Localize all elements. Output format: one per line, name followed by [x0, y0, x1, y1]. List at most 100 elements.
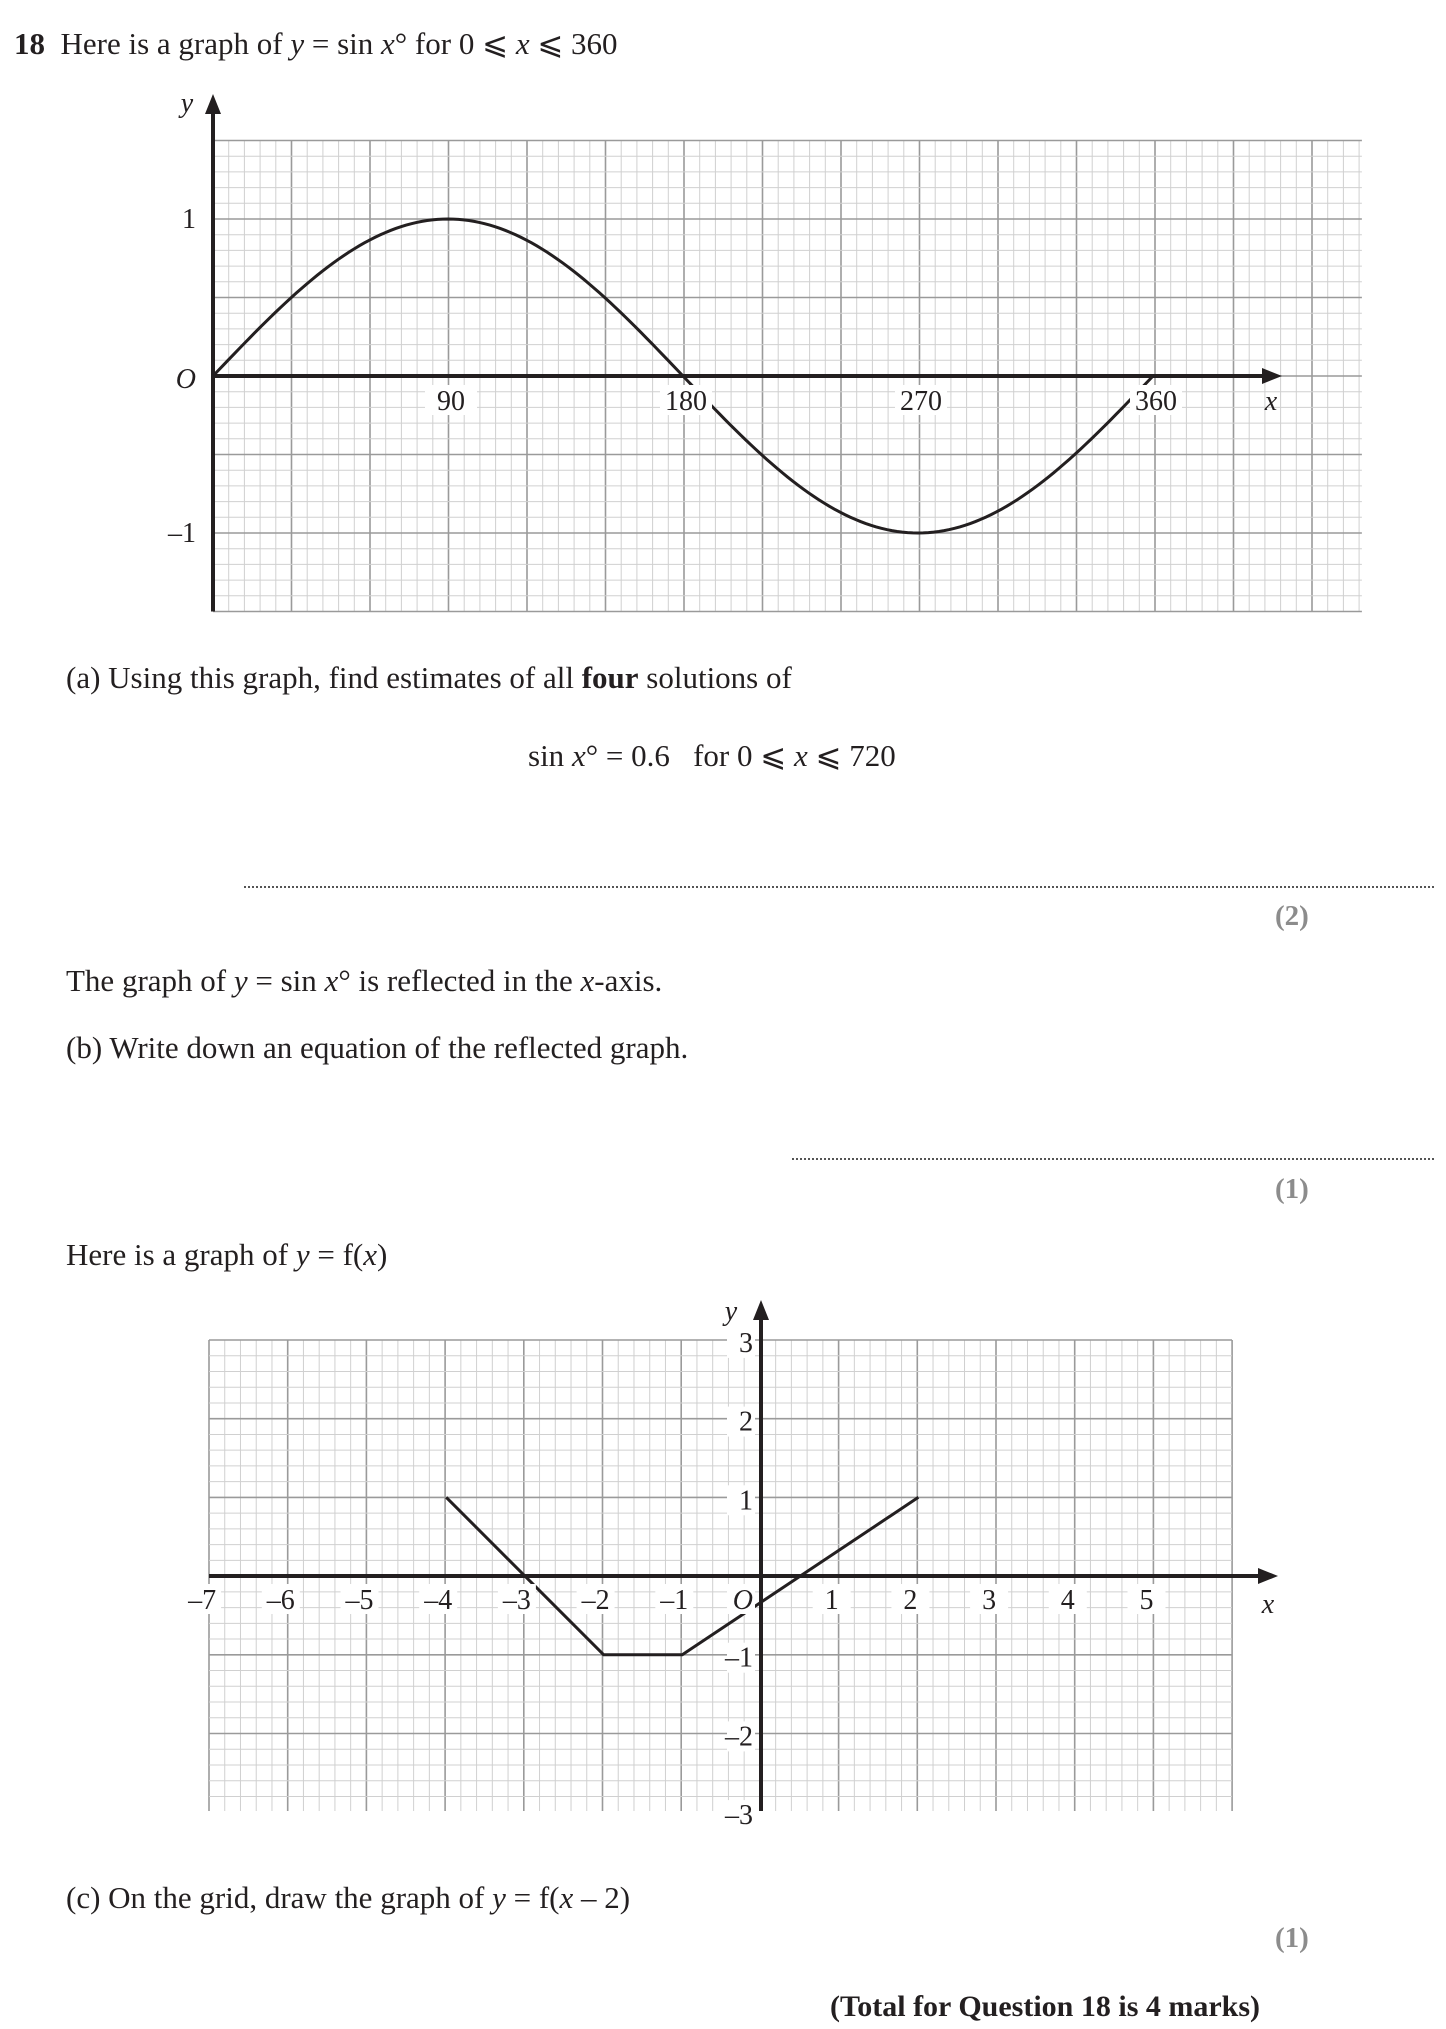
equation-text: ⩽ 720	[807, 738, 896, 773]
y-tick-label: 3	[739, 1328, 753, 1359]
fx-line	[445, 1496, 920, 1657]
fx-text: Here is a graph of	[66, 1237, 296, 1272]
y-tick-label: 1	[182, 204, 196, 235]
x-tick-label: 2	[903, 1585, 917, 1616]
reflect-text: The graph of	[66, 963, 234, 998]
fx-var-y: y	[295, 1237, 310, 1272]
tick-label-bg	[261, 1584, 300, 1614]
marks-a: (2)	[1275, 900, 1309, 932]
x-tick-label: 1	[825, 1585, 839, 1616]
x-tick-label: 270	[900, 386, 942, 417]
tick-label-bg	[970, 1584, 1009, 1614]
part-c-text: (c) On the grid, draw the graph of	[66, 1880, 493, 1915]
tick-label-bg	[727, 1642, 755, 1673]
equation-text: ° = 0.6 for 0 ⩽	[585, 738, 794, 773]
tick-label-bg	[576, 1584, 615, 1614]
tick-label-bg	[727, 1406, 755, 1437]
answer-line-b[interactable]	[792, 1158, 1434, 1160]
origin-label: O	[733, 1585, 753, 1616]
origin-label: O	[176, 364, 196, 395]
tick-label-bg	[655, 1584, 694, 1614]
x-tick-label: 5	[1140, 1585, 1154, 1616]
y-tick-label: –3	[724, 1800, 753, 1831]
part-a-equation: sin x° = 0.6 for 0 ⩽ x ⩽ 720	[528, 738, 896, 774]
part-c-question: (c) On the grid, draw the graph of y = f…	[66, 1880, 630, 1916]
intro-var-x: x	[515, 26, 530, 61]
part-a-text: (a) Using this graph, find estimates of …	[66, 660, 582, 695]
fx-graph[interactable]: –7 –6 –5 –4 –3 –2 –1 1 2 3 4 5 3 2 1 –1 –2 –3 O x y	[0, 1280, 1446, 1840]
y-axis-arrow	[753, 1300, 769, 1320]
fx-intro: Here is a graph of y = f(x)	[66, 1237, 387, 1273]
sine-graph: 90 180 270 360 1 –1 Ox y	[167, 88, 1362, 613]
tick-label-bg	[727, 1800, 755, 1831]
tick-label-bg	[727, 1721, 755, 1752]
y-axis-label: y	[178, 88, 194, 119]
reflect-text: = sin	[247, 963, 325, 998]
reflect-statement: The graph of y = sin x° is reflected in …	[66, 963, 662, 999]
intro-text: ⩽ 360	[529, 26, 618, 61]
tick-label-bg	[497, 1584, 536, 1614]
part-a-text: solutions of	[638, 660, 792, 695]
x-axis-label: x	[1264, 386, 1278, 417]
x-tick-label: –1	[659, 1585, 688, 1616]
y-axis-arrow	[205, 94, 221, 114]
reflect-var-x: x	[324, 963, 339, 998]
x-tick-label: –7	[187, 1585, 216, 1616]
x-tick-label: 180	[665, 386, 707, 417]
marks-c: (1)	[1275, 1922, 1309, 1954]
x-tick-label: –3	[502, 1585, 531, 1616]
intro-text: Here is a graph of	[60, 26, 291, 61]
reflect-var-y: y	[233, 963, 248, 998]
tick-label-bg	[891, 1584, 930, 1614]
tick-label-bg	[1130, 385, 1182, 415]
part-c-text: – 2)	[573, 1880, 631, 1915]
sine-curve	[211, 217, 1155, 535]
part-c-text: = f(	[505, 1880, 560, 1915]
fx-text: = f(	[309, 1237, 364, 1272]
part-a-question: (a) Using this graph, find estimates of …	[66, 660, 792, 696]
y-tick-label: –1	[167, 518, 196, 549]
part-c-var-y: y	[492, 1880, 506, 1915]
x-tick-label: 360	[1135, 386, 1177, 417]
x-tick-label: 3	[982, 1585, 996, 1616]
intro-var-x: x	[381, 26, 395, 61]
x-axis-arrow	[1262, 368, 1282, 384]
tick-label-bg	[660, 385, 712, 415]
answer-line-a[interactable]	[244, 886, 1434, 888]
reflect-text: -axis.	[594, 963, 663, 998]
equation-var-x: x	[571, 738, 586, 773]
y-tick-label: –1	[724, 1643, 753, 1674]
question-number: 18	[14, 26, 45, 61]
intro-var-y: y	[290, 26, 305, 61]
y-tick-label: 2	[739, 1407, 753, 1438]
intro-text: ° for 0 ⩽	[394, 26, 516, 61]
tick-label-bg	[895, 385, 947, 415]
tick-label-bg	[340, 1584, 379, 1614]
x-tick-label: –2	[581, 1585, 610, 1616]
marks-b: (1)	[1275, 1173, 1309, 1205]
intro-text: = sin	[304, 26, 382, 61]
x-axis-arrow	[1258, 1568, 1278, 1584]
y-tick-label: 1	[739, 1485, 753, 1516]
tick-label-bg	[419, 1584, 458, 1614]
reflect-text: ° is reflected in the	[338, 963, 581, 998]
tick-label-bg	[727, 1327, 755, 1358]
x-tick-label: –5	[345, 1585, 374, 1616]
x-tick-label: 90	[437, 386, 465, 417]
tick-label-bg	[425, 385, 477, 415]
equation-var-x: x	[793, 738, 808, 773]
y-axis-label: y	[722, 1296, 738, 1327]
part-b-question: (b) Write down an equation of the reflec…	[66, 1030, 689, 1065]
y-tick-label: –2	[724, 1721, 753, 1752]
tick-label-bg	[1048, 1584, 1087, 1614]
question-intro: 18 Here is a graph of y = sin x° for 0 ⩽…	[14, 26, 618, 62]
part-c-var-x: x	[559, 1880, 574, 1915]
tick-label-bg	[1127, 1584, 1166, 1614]
reflect-var-x: x	[580, 963, 595, 998]
tick-label-bg	[812, 1584, 851, 1614]
part-a-emphasis: four	[581, 660, 639, 695]
x-tick-label: –4	[423, 1585, 452, 1616]
fx-text: )	[377, 1237, 388, 1272]
x-axis-label: x	[1261, 1589, 1275, 1620]
tick-label-bg	[727, 1584, 755, 1614]
